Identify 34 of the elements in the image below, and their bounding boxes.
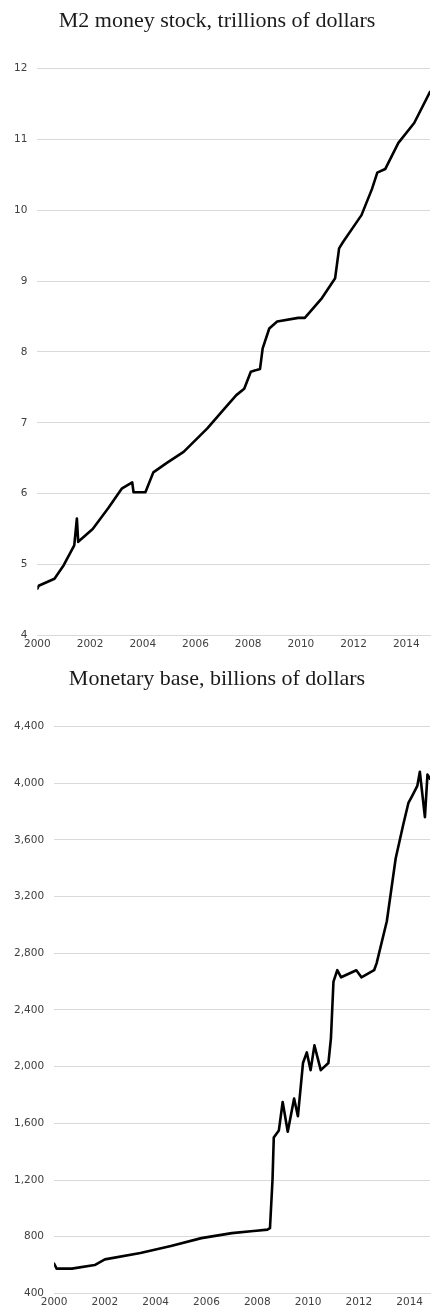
- y-tick-label: 7: [20, 415, 28, 428]
- y-tick-label: 2,400: [14, 1002, 45, 1015]
- y-tick-label: 5: [20, 557, 28, 570]
- y-tick-label: 1,600: [14, 1116, 45, 1129]
- x-tick-label: 2014: [396, 1295, 424, 1308]
- chart-title: Monetary base, billions of dollars: [68, 664, 366, 690]
- x-tick-label: 2002: [91, 1295, 119, 1308]
- y-tick-label: 2,000: [14, 1059, 45, 1072]
- x-tick-label: 2014: [392, 637, 420, 650]
- x-tick-label: 2004: [129, 637, 157, 650]
- x-tick-label: 2008: [243, 1295, 271, 1308]
- y-tick-label: 4,400: [14, 719, 45, 732]
- y-tick-label: 800: [24, 1229, 45, 1242]
- y-tick-label: 8: [20, 344, 28, 357]
- x-tick-label: 2002: [76, 637, 104, 650]
- x-tick-label: 2010: [294, 1295, 322, 1308]
- chart-title: M2 money stock, trillions of dollars: [58, 6, 376, 32]
- x-tick-label: 2010: [287, 637, 315, 650]
- y-tick-label: 9: [20, 273, 28, 286]
- y-tick-label: 10: [13, 202, 28, 215]
- y-tick-label: 3,600: [14, 832, 45, 845]
- x-tick-label: 2004: [142, 1295, 170, 1308]
- x-tick-label: 2008: [234, 637, 262, 650]
- y-tick-label: 11: [13, 132, 28, 145]
- y-tick-label: 12: [13, 61, 28, 74]
- x-tick-label: 2006: [182, 637, 210, 650]
- x-tick-label: 2006: [193, 1295, 221, 1308]
- x-tick-label: 2012: [345, 1295, 373, 1308]
- y-tick-label: 4,000: [14, 775, 45, 788]
- y-tick-label: 3,200: [14, 889, 45, 902]
- y-tick-label: 6: [20, 486, 28, 499]
- y-tick-label: 1,200: [14, 1172, 45, 1185]
- x-tick-label: 2012: [340, 637, 367, 650]
- y-tick-label: 2,800: [14, 945, 45, 958]
